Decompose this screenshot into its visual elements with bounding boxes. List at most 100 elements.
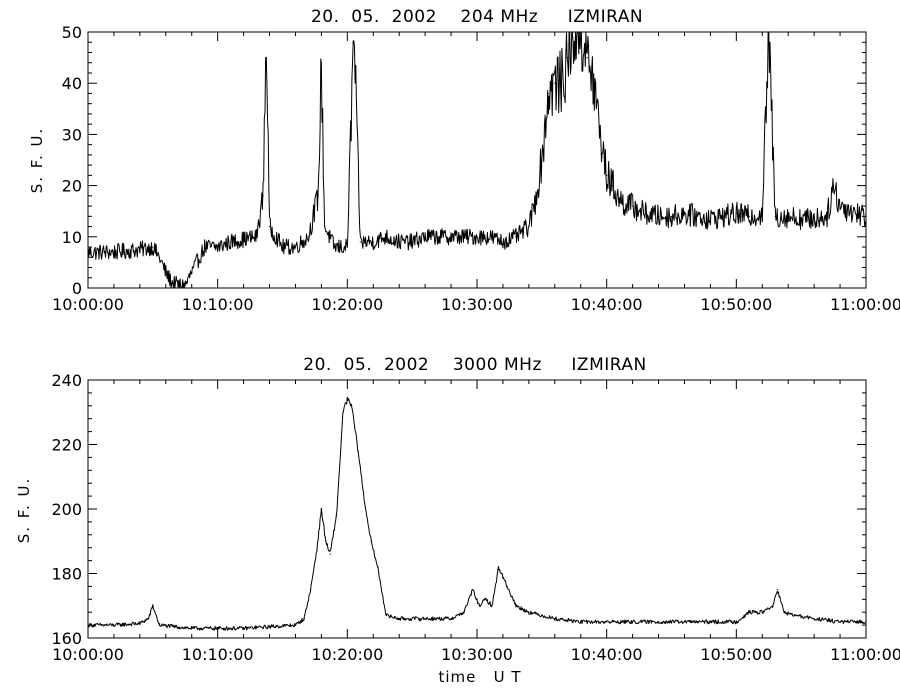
data-point (839, 205, 841, 207)
series-line (87, 31, 867, 289)
ticks: 0 10 20 30 40 50 10:00:00 10:10:00 10:20:00 10:30… (52, 23, 900, 314)
data-point (599, 133, 601, 135)
data-point (683, 213, 686, 215)
data-point (152, 605, 154, 607)
data-point (776, 589, 778, 591)
data-point (165, 272, 167, 274)
data-point (398, 618, 400, 620)
x-axis-label: time U T (438, 668, 521, 686)
data-point (580, 31, 582, 33)
data-point (794, 614, 796, 617)
y-tick-label: 10 (62, 228, 82, 247)
data-point (735, 213, 737, 215)
data-point (541, 159, 543, 161)
x-tick-label: 10:00:00 (52, 295, 124, 314)
x-tick-label: 10:30:00 (441, 645, 513, 664)
data-point (573, 31, 575, 33)
data-point (325, 540, 327, 542)
data-point (683, 621, 686, 623)
data-point (515, 236, 517, 238)
data-point (268, 225, 271, 228)
data-point (357, 450, 359, 452)
data-point (772, 605, 774, 607)
data-point (87, 624, 89, 626)
data-point (139, 249, 141, 251)
data-point (800, 218, 802, 220)
x-tick-label: 11:00:00 (830, 645, 900, 664)
data-point (158, 256, 160, 258)
chart-title: 20. 05. 2002 204 MHz IZMIRAN (311, 7, 643, 27)
x-tick-label: 10:00:00 (52, 645, 124, 664)
y-tick-label: 220 (51, 436, 82, 455)
x-tick-label: 10:50:00 (700, 645, 772, 664)
data-point (463, 611, 465, 613)
data-point (398, 241, 400, 243)
y-tick-label: 40 (62, 74, 82, 93)
x-tick-label: 11:00:00 (830, 295, 900, 314)
data-point (657, 621, 660, 623)
data-point (839, 621, 841, 623)
data-point (351, 405, 353, 407)
data-point (761, 213, 763, 215)
data-point (370, 540, 372, 542)
data-point (554, 82, 556, 84)
data-point (606, 621, 608, 623)
data-point (735, 621, 737, 623)
data-point (612, 185, 614, 187)
data-point (491, 605, 493, 607)
data-point (268, 626, 271, 628)
data-point (813, 218, 815, 220)
data-point (191, 627, 193, 629)
data-point (632, 621, 634, 623)
data-point (281, 246, 284, 248)
x-tick-label: 10:30:00 (441, 295, 513, 314)
data-point (534, 200, 536, 202)
data-point (217, 246, 219, 248)
data-point (485, 598, 487, 600)
series (87, 396, 867, 631)
data-point (411, 241, 413, 243)
data-point (567, 57, 569, 59)
chart-title: 20. 05. 2002 3000 MHz IZMIRAN (303, 355, 646, 375)
data-point (748, 215, 750, 217)
data-point (346, 398, 348, 400)
data-point (294, 624, 297, 626)
data-point (619, 200, 621, 202)
data-point (554, 618, 556, 620)
data-point (346, 246, 348, 248)
data-point (852, 210, 854, 212)
data-point (204, 246, 206, 248)
y-tick-label: 50 (62, 23, 82, 42)
data-point (265, 31, 267, 33)
data-point (450, 236, 452, 238)
data-point (424, 236, 426, 238)
data-point (865, 215, 867, 217)
data-point (152, 246, 154, 248)
y-tick-label: 200 (51, 500, 82, 519)
data-point (657, 215, 660, 217)
data-point (255, 236, 258, 238)
chart-3000mhz: 20. 05. 2002 3000 MHz IZMIRAN S. F. U. t… (15, 355, 900, 686)
data-point (178, 284, 180, 287)
y-tick-label: 30 (62, 125, 82, 144)
data-point (243, 627, 245, 629)
data-point (813, 618, 815, 620)
data-point (644, 213, 647, 215)
data-point (303, 618, 305, 620)
data-point (586, 57, 588, 59)
data-point (307, 236, 310, 238)
data-point (774, 215, 776, 217)
data-point (632, 205, 634, 207)
data-point (722, 215, 724, 217)
data-point (515, 605, 517, 607)
x-tick-label: 10:40:00 (571, 645, 643, 664)
y-tick-label: 0 (72, 279, 82, 298)
data-point (262, 195, 264, 197)
data-point (158, 624, 160, 626)
data-point (424, 618, 426, 620)
data-point (832, 185, 835, 187)
data-point (113, 624, 115, 626)
x-tick-label: 10:10:00 (182, 295, 254, 314)
data-point (606, 174, 608, 176)
data-point (709, 621, 712, 623)
